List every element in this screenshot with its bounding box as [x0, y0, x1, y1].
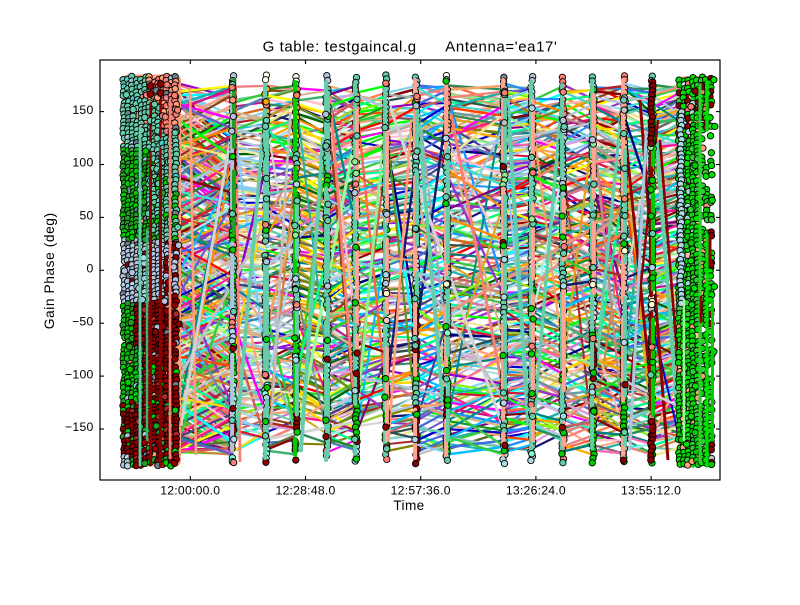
svg-text:100: 100	[72, 156, 93, 170]
svg-text:12:00:00.0: 12:00:00.0	[160, 483, 220, 497]
svg-text:−100: −100	[65, 367, 93, 381]
svg-text:150: 150	[72, 103, 93, 117]
svg-text:0: 0	[86, 262, 93, 276]
svg-text:Time: Time	[393, 498, 424, 513]
svg-text:12:28:48.0: 12:28:48.0	[275, 483, 335, 497]
svg-text:Gain Phase (deg): Gain Phase (deg)	[42, 212, 57, 329]
svg-text:50: 50	[79, 209, 93, 223]
svg-text:−50: −50	[72, 314, 93, 328]
svg-text:−150: −150	[65, 420, 93, 434]
svg-text:G table: testgaincal.g An: G table: testgaincal.g Antenna='ea17'	[263, 39, 558, 56]
svg-text:13:26:24.0: 13:26:24.0	[506, 483, 566, 497]
svg-text:13:55:12.0: 13:55:12.0	[621, 483, 681, 497]
svg-text:12:57:36.0: 12:57:36.0	[391, 483, 451, 497]
